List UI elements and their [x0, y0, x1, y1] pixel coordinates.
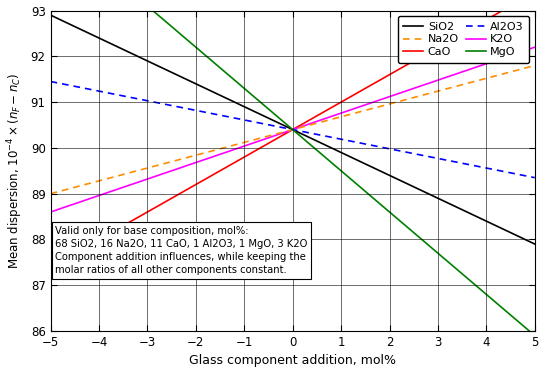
- Text: Valid only for base composition, mol%:
68 SiO2, 16 Na2O, 11 CaO, 1 Al2O3, 1 MgO,: Valid only for base composition, mol%: 6…: [55, 226, 308, 275]
- Legend: SiO2, Na2O, CaO, Al2O3, K2O, MgO: SiO2, Na2O, CaO, Al2O3, K2O, MgO: [398, 16, 529, 63]
- X-axis label: Glass component addition, mol%: Glass component addition, mol%: [189, 354, 396, 367]
- Y-axis label: Mean dispersion, $10^{-4}\times(n_F - n_C)$: Mean dispersion, $10^{-4}\times(n_F - n_…: [5, 73, 25, 269]
